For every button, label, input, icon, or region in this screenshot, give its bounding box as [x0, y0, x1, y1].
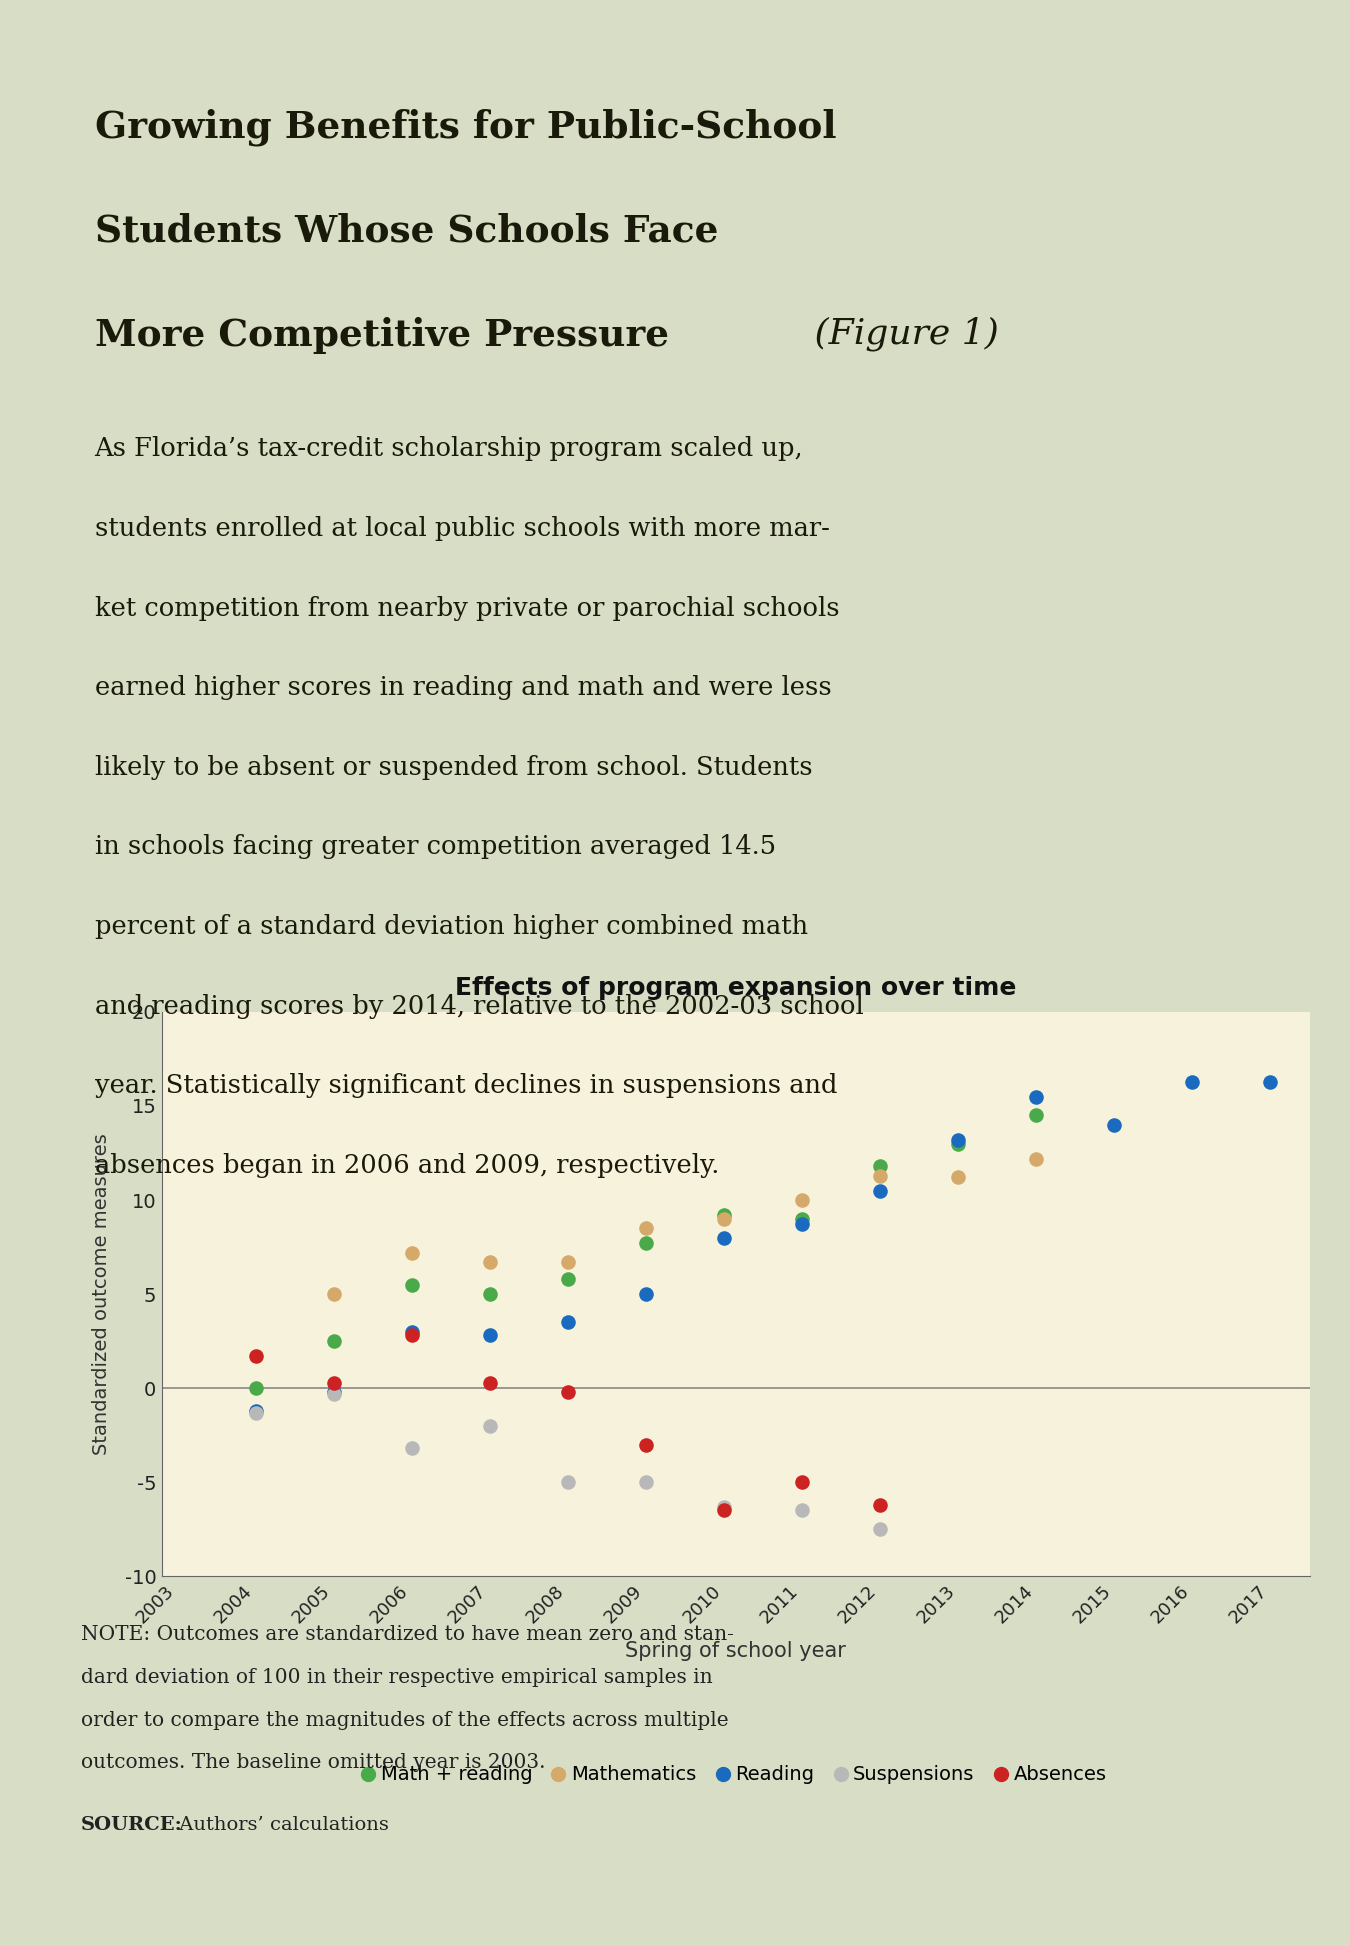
Point [1026, 1082, 1048, 1113]
Point [244, 1395, 266, 1426]
Point [323, 1366, 344, 1397]
Point [869, 1489, 891, 1520]
Point [479, 1319, 501, 1351]
Point [558, 1263, 579, 1294]
Point [791, 1185, 813, 1216]
Point [558, 1467, 579, 1498]
Point [869, 1160, 891, 1191]
Point [323, 1376, 344, 1407]
Point [713, 1491, 734, 1522]
Text: absences began in 2006 and 2009, respectively.: absences began in 2006 and 2009, respect… [95, 1154, 718, 1177]
Point [948, 1162, 969, 1193]
Point [713, 1495, 734, 1526]
Text: As Florida’s tax-credit scholarship program scaled up,: As Florida’s tax-credit scholarship prog… [95, 436, 803, 461]
Text: More Competitive Pressure: More Competitive Pressure [95, 317, 668, 354]
Point [713, 1222, 734, 1253]
Text: year. Statistically significant declines in suspensions and: year. Statistically significant declines… [95, 1074, 837, 1098]
Point [244, 1372, 266, 1403]
Point [1181, 1066, 1203, 1098]
Text: Growing Benefits for Public-School: Growing Benefits for Public-School [95, 109, 836, 146]
Point [558, 1308, 579, 1339]
Point [323, 1325, 344, 1356]
Point [1026, 1142, 1048, 1173]
Text: dard deviation of 100 in their respective empirical samples in: dard deviation of 100 in their respectiv… [81, 1668, 713, 1687]
Text: percent of a standard deviation higher combined math: percent of a standard deviation higher c… [95, 915, 807, 940]
Point [401, 1315, 423, 1347]
Text: SOURCE:: SOURCE: [81, 1816, 182, 1833]
Title: Effects of program expansion over time: Effects of program expansion over time [455, 977, 1017, 1000]
Point [479, 1247, 501, 1279]
Point [869, 1150, 891, 1181]
Y-axis label: Standardized outcome measures: Standardized outcome measures [92, 1133, 111, 1456]
Point [401, 1238, 423, 1269]
Text: (Figure 1): (Figure 1) [803, 317, 999, 352]
Point [636, 1467, 657, 1498]
Point [713, 1199, 734, 1230]
Point [1026, 1099, 1048, 1131]
Text: Authors’ calculations: Authors’ calculations [173, 1816, 389, 1833]
Text: and reading scores by 2014, relative to the 2002-03 school: and reading scores by 2014, relative to … [95, 994, 863, 1020]
Point [948, 1129, 969, 1160]
Point [479, 1411, 501, 1442]
Point [791, 1203, 813, 1234]
Point [713, 1203, 734, 1234]
Point [244, 1397, 266, 1428]
Point [791, 1208, 813, 1240]
Text: Students Whose Schools Face: Students Whose Schools Face [95, 212, 718, 249]
Point [636, 1279, 657, 1310]
Point [244, 1341, 266, 1372]
Point [1260, 1066, 1281, 1098]
Legend: Math + reading, Mathematics, Reading, Suspensions, Absences: Math + reading, Mathematics, Reading, Su… [358, 1757, 1114, 1792]
Point [869, 1514, 891, 1545]
Point [401, 1269, 423, 1300]
Point [791, 1495, 813, 1526]
Text: likely to be absent or suspended from school. Students: likely to be absent or suspended from sc… [95, 755, 813, 780]
Text: order to compare the magnitudes of the effects across multiple: order to compare the magnitudes of the e… [81, 1711, 729, 1730]
Text: ket competition from nearby private or parochial schools: ket competition from nearby private or p… [95, 595, 840, 621]
Point [1103, 1109, 1125, 1140]
Point [323, 1378, 344, 1409]
Point [401, 1432, 423, 1463]
Text: outcomes. The baseline omitted year is 2003.: outcomes. The baseline omitted year is 2… [81, 1753, 545, 1773]
Point [636, 1212, 657, 1243]
Point [479, 1366, 501, 1397]
Point [401, 1319, 423, 1351]
Point [869, 1175, 891, 1207]
Point [558, 1376, 579, 1407]
Point [479, 1279, 501, 1310]
Text: students enrolled at local public schools with more mar-: students enrolled at local public school… [95, 516, 829, 541]
Text: NOTE: Outcomes are standardized to have mean zero and stan-: NOTE: Outcomes are standardized to have … [81, 1625, 734, 1644]
Text: in schools facing greater competition averaged 14.5: in schools facing greater competition av… [95, 835, 776, 860]
Point [323, 1279, 344, 1310]
Text: earned higher scores in reading and math and were less: earned higher scores in reading and math… [95, 675, 832, 701]
Point [636, 1428, 657, 1460]
Point [558, 1247, 579, 1279]
X-axis label: Spring of school year: Spring of school year [625, 1640, 846, 1660]
Point [948, 1125, 969, 1156]
Point [791, 1467, 813, 1498]
Point [636, 1228, 657, 1259]
